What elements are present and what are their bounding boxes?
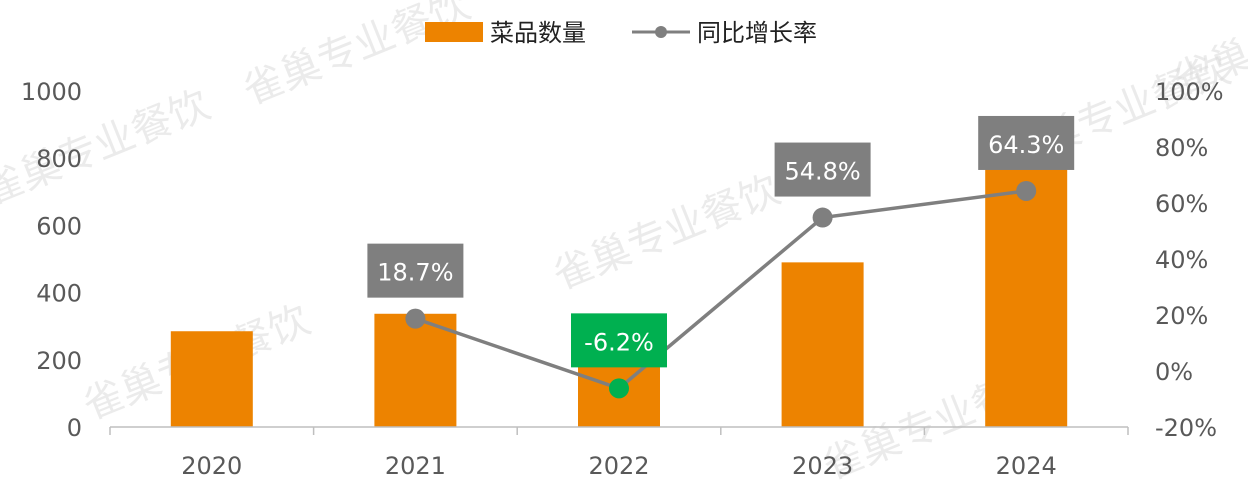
right-tick-label: 40% <box>1155 246 1208 274</box>
right-tick-label: 100% <box>1155 78 1224 106</box>
right-tick-label: 0% <box>1155 358 1193 386</box>
line-series <box>405 180 1037 399</box>
right-tick-label: -20% <box>1155 414 1217 442</box>
left-tick-label: 800 <box>36 145 82 173</box>
bar-2024 <box>985 156 1068 427</box>
data-label-text: 18.7% <box>377 259 453 287</box>
left-tick-label: 200 <box>36 347 82 375</box>
legend: 菜品数量 同比增长率 <box>425 19 817 47</box>
data-label-box <box>571 313 667 368</box>
left-tick-label: 400 <box>36 280 82 308</box>
x-tick-label: 2023 <box>792 452 853 480</box>
left-tick-label: 600 <box>36 212 82 240</box>
growth-point-2021 <box>405 308 426 329</box>
right-tick-label: 60% <box>1155 190 1208 218</box>
data-label-text: 54.8% <box>784 158 860 186</box>
legend-bar-label: 菜品数量 <box>490 19 586 47</box>
left-tick-label: 0 <box>67 414 82 442</box>
x-tick-label: 2024 <box>996 452 1057 480</box>
growth-point-2024 <box>1016 180 1037 201</box>
data-labels: 18.7% -6.2% 54.8% 64.3% <box>367 115 1075 368</box>
right-axis: -20% 0% 20% 40% 60% 80% 100% <box>1155 78 1224 442</box>
data-label-box <box>774 142 871 197</box>
left-tick-label: 1000 <box>21 78 82 106</box>
data-label-box <box>367 243 464 298</box>
x-tick-label: 2020 <box>181 452 242 480</box>
legend-bar-swatch <box>425 22 483 42</box>
growth-line <box>414 189 1027 391</box>
data-label-box <box>978 115 1075 170</box>
bar-2020 <box>170 331 253 427</box>
bar-2023 <box>781 262 864 427</box>
data-label-text: -6.2% <box>584 328 654 356</box>
bar-2021 <box>374 313 457 427</box>
growth-point-2023 <box>812 207 833 228</box>
right-tick-label: 80% <box>1155 134 1208 162</box>
growth-point-2022 <box>609 378 629 399</box>
x-tick-label: 2022 <box>588 452 649 480</box>
x-tick-label: 2021 <box>385 452 446 480</box>
left-axis: 0 200 400 600 800 1000 <box>21 78 82 442</box>
x-axis: 2020 2021 2022 2023 2024 <box>109 426 1129 480</box>
watermark-text: 雀巢专业餐饮 <box>237 0 477 114</box>
legend-line-marker <box>655 26 667 38</box>
right-tick-label: 20% <box>1155 302 1208 330</box>
data-label-text: 64.3% <box>988 131 1064 159</box>
legend-line-label: 同比增长率 <box>697 19 817 47</box>
